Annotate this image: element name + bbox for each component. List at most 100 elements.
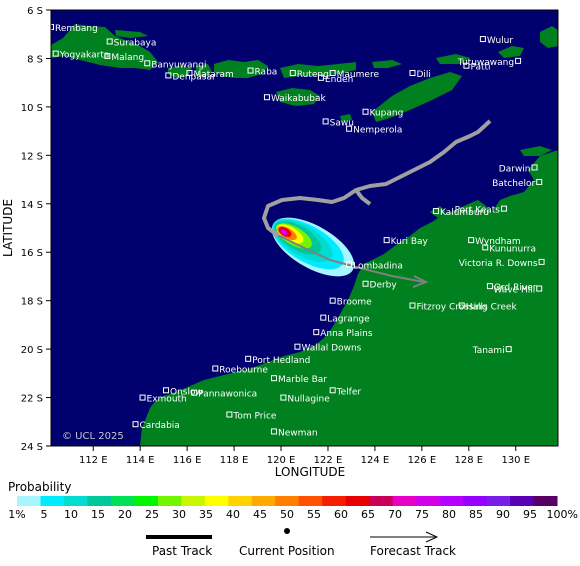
place-label: Nemperola — [353, 126, 402, 136]
lon-tick-label: 128 E — [455, 455, 484, 466]
legend-tick-label: 100% — [547, 508, 578, 521]
place-label: Mataram — [193, 70, 233, 80]
lon-tick-label: 118 E — [220, 455, 249, 466]
place-marker — [132, 421, 139, 428]
lon-tick-label: 130 E — [501, 455, 530, 466]
place-marker — [263, 94, 270, 101]
past-track — [262, 119, 492, 236]
place-marker — [270, 428, 277, 435]
place-label: Wave Hill — [493, 286, 535, 296]
lat-tick-label: 6 S — [27, 6, 43, 17]
legend-color-swatch — [392, 496, 417, 506]
legend-tick-label: 75 — [415, 508, 429, 521]
place-marker — [313, 329, 320, 336]
place-marker — [317, 74, 324, 81]
lat-tick-label: 8 S — [27, 54, 43, 65]
place-label: Kuri Bay — [391, 237, 429, 247]
lon-tick-label: 120 E — [267, 455, 296, 466]
place-label: Marble Bar — [278, 375, 327, 385]
place-label: Endeh — [325, 75, 353, 85]
lat-tick-label: 12 S — [21, 151, 43, 162]
land-sawu — [340, 114, 352, 122]
place-labels: Rembang Surabaya Yogyakarta Malang Banyuwang… — [48, 23, 545, 438]
place-marker — [463, 62, 470, 69]
legend-tick-label: 40 — [226, 508, 240, 521]
place-marker — [536, 285, 543, 292]
place-label: Port Keats — [455, 206, 501, 216]
place-label: Raba — [255, 68, 278, 78]
place-label: Darwin — [499, 164, 531, 174]
place-label: Ord River — [494, 283, 537, 293]
place-label: Lagrange — [327, 315, 370, 325]
legend-color-swatch — [416, 496, 441, 506]
forecast-track-legend-label: Forecast Track — [370, 544, 456, 558]
lat-tick-label: 24 S — [21, 442, 43, 453]
place-marker — [280, 394, 287, 401]
legend-tick-label: 30 — [172, 508, 186, 521]
land-sumbawa — [214, 60, 268, 78]
lat-tick-label: 14 S — [21, 200, 43, 211]
land-tanimbar — [540, 26, 558, 48]
place-label: Telfer — [336, 387, 362, 397]
current-position-legend-label: Current Position — [239, 544, 335, 558]
legend-tick-label: 55 — [307, 508, 321, 521]
place-marker — [505, 346, 512, 353]
legend-title: Probability — [8, 480, 71, 494]
legend-color-swatch — [251, 496, 276, 506]
legend-color-swatch — [204, 496, 229, 506]
place-marker — [362, 280, 369, 287]
legend-tick-label: 65 — [361, 508, 375, 521]
place-label: Tanami — [472, 346, 505, 356]
place-marker — [191, 389, 198, 396]
lon-tick-label: 122 E — [314, 455, 343, 466]
place-label: Malang — [111, 53, 144, 63]
place-label: Cardabia — [140, 421, 180, 431]
place-marker — [501, 205, 508, 212]
land-wetar — [436, 54, 470, 64]
legend-color-swatch — [157, 496, 182, 506]
place-marker — [52, 50, 59, 57]
place-marker — [329, 297, 336, 304]
legend-tick-label: 70 — [388, 508, 402, 521]
place-marker — [289, 69, 296, 76]
place-label: Wyndham — [475, 237, 520, 247]
place-marker — [163, 387, 170, 394]
place-label: Rembang — [55, 24, 98, 34]
place-label: Anna Plains — [320, 329, 373, 339]
land-bali — [168, 66, 192, 78]
current-position-legend-dot — [284, 528, 290, 534]
legend-color-swatch — [40, 496, 65, 506]
legend-color-swatch — [110, 496, 135, 506]
place-label: Fitzroy Crossing — [416, 303, 487, 313]
place-label: Exmouth — [147, 395, 187, 405]
current-position-marker — [273, 231, 279, 237]
place-marker — [468, 237, 475, 244]
place-label: Victoria R. Downs — [459, 259, 538, 269]
legend-color-swatch — [486, 496, 511, 506]
land-flores — [280, 62, 356, 78]
forecast-arrowhead — [412, 275, 429, 288]
legend-tick-label: 25 — [145, 508, 159, 521]
place-label: Surabaya — [114, 38, 157, 48]
forecast-track-legend-arrowhead — [425, 531, 439, 543]
place-label: Newman — [278, 428, 318, 438]
legend-color-swatch — [228, 496, 253, 506]
place-marker — [245, 355, 252, 362]
legend-tick-label: 10 — [64, 508, 78, 521]
lat-tick-label: 10 S — [21, 103, 43, 114]
legend-color-swatch — [322, 496, 347, 506]
place-marker — [531, 164, 538, 171]
land-bathurst — [520, 146, 552, 156]
place-marker — [294, 343, 301, 350]
place-label: Kununurra — [489, 244, 536, 254]
map-frame — [50, 9, 559, 447]
place-label: Yogyakarta — [59, 51, 110, 61]
legend-tick-label: 95 — [523, 508, 537, 521]
longitude-axis-label: LONGITUDE — [275, 465, 345, 479]
legend-color-swatch — [463, 496, 488, 506]
latitude-ticks: 6 S 8 S 10 S 12 S 14 S 16 S 18 S 20 S 22 S 24 S — [21, 6, 51, 453]
legend-color-swatch — [439, 496, 464, 506]
legend-color-swatch — [17, 496, 41, 506]
place-label: Lombadina — [353, 261, 403, 271]
legend-color-swatch — [369, 496, 394, 506]
